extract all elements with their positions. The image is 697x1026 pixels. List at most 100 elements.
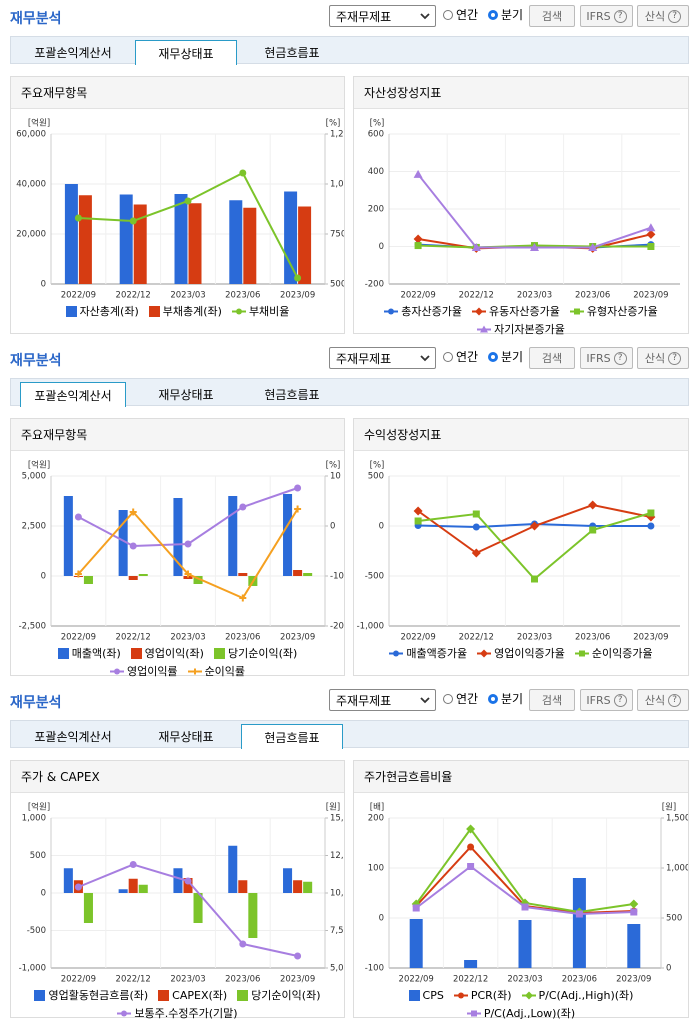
radio[interactable]: 분기 <box>488 690 523 707</box>
y2-tick-label: 0 <box>330 522 335 532</box>
radio[interactable]: 분기 <box>488 348 523 365</box>
chart-panel: 수익성장성지표 -1,000 -500 0 500 [%] 2022/09 2022/12 20… <box>353 418 689 676</box>
tab[interactable]: 현금흐름표 <box>264 46 320 60</box>
radio-circle <box>488 9 498 20</box>
legend-swatch <box>158 989 170 1001</box>
point <box>524 991 533 999</box>
select[interactable]: 주재무제표 <box>329 689 436 711</box>
legend-item: P/C(Adj.,High)(좌) <box>521 987 634 1003</box>
point <box>531 575 538 583</box>
legend-item: 영업활동현금흐름(좌) <box>34 987 148 1003</box>
select-value: 주재무제표 <box>336 10 392 24</box>
legend-label: 영업이익률 <box>126 665 178 678</box>
y-tick-label: -200 <box>365 280 384 290</box>
y-tick-label: 100 <box>368 864 384 874</box>
legend-icon <box>130 647 142 659</box>
section: 재무분석 주재무제표 연간 분기 검색 IFRS? 산식? 포괄손익계산서 재무상태표 현금흐름표… <box>0 0 697 342</box>
legend: CPS PCR(좌) P/C(Adj.,High)(좌) P/C(Adj.,Low)(… <box>354 987 688 1021</box>
tab-bar: 포괄손익계산서 재무상태표 현금흐름표 <box>10 378 689 407</box>
legend-item: 영업이익증가율 <box>477 645 565 661</box>
point <box>589 526 597 534</box>
point <box>388 308 395 314</box>
y-tick-label: 600 <box>368 130 384 140</box>
select[interactable]: 주재무제표 <box>329 347 436 369</box>
button[interactable]: IFRS? <box>580 689 633 711</box>
point <box>239 940 247 948</box>
point <box>184 197 192 205</box>
help-icon: ? <box>668 9 682 23</box>
tab[interactable]: 포괄손익계산서 <box>20 382 126 407</box>
y-tick-label: 500 <box>30 851 46 861</box>
x-tick-label: 2023/06 <box>562 975 597 984</box>
point <box>235 308 242 314</box>
x-tick-label: 2023/03 <box>170 975 205 984</box>
tab[interactable]: 현금흐름표 <box>241 724 343 749</box>
legend-icon <box>389 650 404 656</box>
radio[interactable]: 분기 <box>488 6 523 23</box>
point <box>294 274 302 282</box>
legend-swatch <box>34 989 46 1001</box>
x-tick-label: 2023/06 <box>575 291 610 300</box>
y2-tick-label: 1,250 <box>330 130 344 140</box>
button[interactable]: 검색 <box>529 689 575 711</box>
point <box>294 952 302 960</box>
bar <box>138 574 148 576</box>
tab[interactable]: 재무상태표 <box>135 40 237 65</box>
button-label: 검색 <box>541 10 563 23</box>
select-value: 주재무제표 <box>336 352 392 366</box>
radio[interactable]: 연간 <box>443 6 478 23</box>
help-icon: ? <box>613 693 627 707</box>
button[interactable]: 산식? <box>637 347 689 369</box>
button-label: 검색 <box>541 352 563 365</box>
button[interactable]: 산식? <box>637 689 689 711</box>
button[interactable]: IFRS? <box>580 5 633 27</box>
y2-unit: [%] <box>326 461 341 471</box>
legend-icon <box>148 305 160 317</box>
tab[interactable]: 재무상태표 <box>158 730 214 744</box>
legend-icon <box>408 989 420 1001</box>
button[interactable]: 검색 <box>529 347 575 369</box>
legend: 영업활동현금흐름(좌) CAPEX(좌) 당기순이익(좌) 보통주.수정주가(기말) <box>11 987 344 1021</box>
y2-unit: [원] <box>326 803 340 813</box>
x-tick-label: 2022/09 <box>400 633 435 642</box>
legend-swatch <box>408 989 420 1001</box>
legend-item: 당기순이익(좌) <box>213 645 297 661</box>
tab[interactable]: 재무상태표 <box>158 388 214 402</box>
legend-label: 영업이익증가율 <box>494 647 565 660</box>
bar <box>293 880 303 893</box>
chart: -100 0 100 200 0 500 1,000 1,500 [배] [원] 2022/09 20… <box>365 803 691 985</box>
y-unit: [억원] <box>28 118 50 129</box>
y2-tick-label: -20 <box>330 622 344 632</box>
legend-icon <box>213 647 225 659</box>
point <box>467 863 475 870</box>
legend-item: 부채총계(좌) <box>148 303 222 319</box>
point <box>74 883 82 891</box>
radio-label: 분기 <box>501 8 524 22</box>
tab[interactable]: 포괄손익계산서 <box>34 730 112 744</box>
y2-tick-label: 500 <box>330 280 344 290</box>
legend-label: P/C(Adj.,High)(좌) <box>538 989 634 1002</box>
radio[interactable]: 연간 <box>443 348 478 365</box>
legend-label: 자기자본증가율 <box>494 323 565 336</box>
bar <box>78 195 92 284</box>
x-tick-label: 2022/09 <box>61 975 96 984</box>
legend-label: 자산총계(좌) <box>79 305 139 318</box>
chart-title: 수익성장성지표 <box>354 419 688 451</box>
button[interactable]: 산식? <box>637 5 689 27</box>
button[interactable]: 검색 <box>529 5 575 27</box>
select[interactable]: 주재무제표 <box>329 5 436 27</box>
legend-swatch <box>65 305 77 317</box>
tab[interactable]: 포괄손익계산서 <box>34 46 112 60</box>
radio-circle <box>443 351 453 362</box>
button[interactable]: IFRS? <box>580 347 633 369</box>
point <box>457 992 464 998</box>
radio[interactable]: 연간 <box>443 690 478 707</box>
y-unit: [%] <box>370 119 385 129</box>
tab[interactable]: 현금흐름표 <box>264 388 320 402</box>
point <box>467 843 475 851</box>
y2-unit: [원] <box>662 803 676 813</box>
legend-item: 당기순이익(좌) <box>237 987 321 1003</box>
chart-title: 주요재무항목 <box>11 77 344 109</box>
x-tick-label: 2022/12 <box>116 975 151 984</box>
